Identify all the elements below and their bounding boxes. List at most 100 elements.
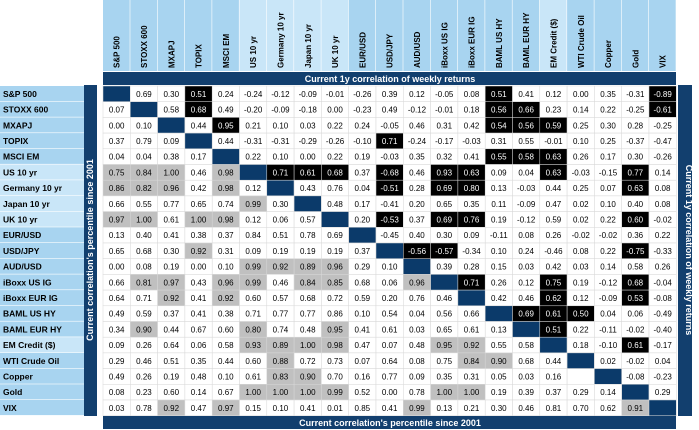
cell-value: 0.82 — [136, 184, 152, 193]
cell-value: 0.03 — [409, 325, 425, 334]
cell-value: 0.99 — [327, 388, 343, 397]
cell-value: 0.37 — [546, 388, 562, 397]
col-header-bg — [266, 0, 294, 71]
cell-value: 0.57 — [273, 294, 289, 303]
cell-value: 0.31 — [218, 247, 234, 256]
cell-value: 0.20 — [382, 294, 398, 303]
cell-value: -0.02 — [654, 215, 673, 224]
cell-value: -0.01 — [544, 137, 563, 146]
cell-value: 0.30 — [273, 200, 289, 209]
cell-value: 0.66 — [518, 106, 534, 115]
cell-value: 0.74 — [218, 200, 234, 209]
col-header-bg — [184, 0, 212, 71]
cell-value: 0.38 — [218, 310, 234, 319]
cell-value: -0.89 — [654, 90, 673, 99]
cell-value: 0.43 — [191, 278, 207, 287]
cell-value: 0.44 — [191, 121, 207, 130]
cell-value: 0.64 — [382, 357, 398, 366]
cell-value: 0.39 — [518, 388, 534, 397]
cell-value: 0.09 — [245, 247, 261, 256]
cell-value: -0.33 — [654, 247, 673, 256]
col-header-label: US 10 yr — [249, 36, 258, 68]
cell-value: -0.12 — [517, 215, 536, 224]
cell-value: 0.65 — [436, 200, 452, 209]
cell-value: 0.06 — [628, 310, 644, 319]
cell-value: 0.10 — [218, 372, 234, 381]
col-header-label: BAML US HY — [495, 18, 504, 68]
diagonal-cell — [512, 321, 541, 338]
diagonal-cell — [457, 289, 486, 307]
cell-value: 0.72 — [300, 357, 316, 366]
col-header-bg — [485, 0, 512, 71]
cell-value: 0.77 — [163, 200, 179, 209]
cell-value: 0.81 — [136, 278, 152, 287]
heatmap-cells: 0.69 0.30 0.51 0.24 -0.24 -0.12 -0.09 -0.01 -0.2… — [102, 85, 677, 416]
cell-value: 0.92 — [191, 247, 207, 256]
cell-value: -0.40 — [654, 325, 673, 334]
cell-value: 0.35 — [409, 153, 425, 162]
cell-value: 0.63 — [546, 168, 562, 177]
cell-value: 0.98 — [218, 215, 234, 224]
cell-value: 0.60 — [245, 294, 261, 303]
cell-value: -0.03 — [572, 168, 591, 177]
row-header-label: MSCI EM — [3, 152, 39, 162]
cell-value: 0.25 — [600, 137, 616, 146]
cell-value: 0.10 — [600, 200, 616, 209]
cell-value: 0.37 — [109, 137, 125, 146]
cell-value: 0.77 — [300, 310, 316, 319]
cell-value: -0.23 — [353, 106, 372, 115]
col-header-bg — [294, 0, 321, 71]
cell-value: 0.18 — [464, 106, 480, 115]
cell-value: 0.42 — [546, 263, 562, 272]
cell-value: -0.47 — [654, 137, 673, 146]
cell-value: 0.99 — [245, 263, 261, 272]
cell-value: 0.95 — [327, 325, 343, 334]
cell-value: 0.93 — [245, 341, 261, 350]
top-title: Current 1y correlation of weekly returns — [305, 74, 476, 84]
cell-value: 0.13 — [109, 231, 125, 240]
cell-value: 0.20 — [355, 215, 371, 224]
row-header-label: USD/JPY — [3, 246, 40, 256]
cell-value: 0.00 — [300, 153, 316, 162]
cell-value: 0.54 — [491, 121, 507, 130]
diagonal-cell — [403, 258, 431, 275]
cell-value: 0.14 — [655, 168, 671, 177]
cell-value: 0.42 — [491, 294, 507, 303]
row-header-bg — [0, 243, 84, 259]
cell-value: 0.63 — [546, 153, 562, 162]
col-header-bg — [212, 0, 239, 71]
diagonal-cell — [348, 227, 377, 244]
cell-value: 0.30 — [491, 404, 507, 413]
cell-value: 0.83 — [273, 372, 289, 381]
cell-value: 0.10 — [136, 121, 152, 130]
cell-value: 0.37 — [355, 247, 371, 256]
col-header-bg — [457, 0, 485, 71]
cell-value: -0.29 — [299, 137, 318, 146]
cell-value: 0.90 — [136, 325, 152, 334]
cell-value: 0.23 — [136, 388, 152, 397]
cell-value: 0.14 — [600, 263, 616, 272]
left-title-bar — [84, 85, 97, 416]
cell-value: -0.26 — [326, 137, 345, 146]
cell-value: 1.00 — [191, 215, 207, 224]
cell-value: 0.49 — [218, 106, 234, 115]
cell-value: 0.28 — [464, 263, 480, 272]
cell-value: 0.69 — [518, 310, 534, 319]
row-header-label: UK 10 yr — [3, 214, 38, 224]
row-header-bg — [0, 274, 84, 290]
cell-value: 0.62 — [600, 404, 616, 413]
cell-value: 0.90 — [300, 372, 316, 381]
cell-value: 0.78 — [409, 388, 425, 397]
right-title-bar — [678, 85, 692, 416]
cell-value: 0.48 — [300, 325, 316, 334]
cell-value: 1.00 — [245, 388, 261, 397]
cell-value: -0.01 — [326, 90, 345, 99]
cell-value: 0.76 — [327, 184, 343, 193]
row-header-bg — [0, 352, 84, 368]
cell-value: -0.04 — [654, 278, 673, 287]
cell-value: -0.11 — [599, 325, 617, 334]
col-header-label: TOPIX — [195, 43, 204, 68]
cell-value: 0.04 — [109, 153, 125, 162]
cell-value: 0.70 — [573, 404, 589, 413]
cell-value: 0.51 — [273, 231, 289, 240]
